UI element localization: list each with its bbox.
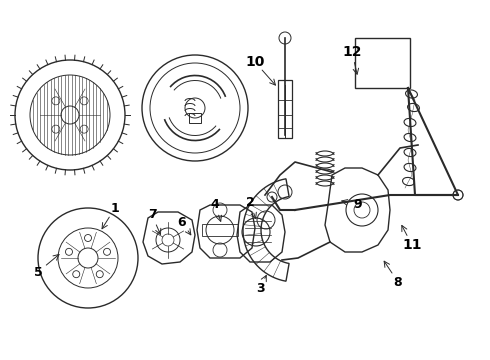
Text: 6: 6: [178, 216, 186, 229]
Text: 3: 3: [256, 282, 264, 294]
Text: 1: 1: [111, 202, 120, 215]
Text: 7: 7: [147, 208, 156, 221]
Text: 9: 9: [354, 198, 362, 211]
Text: 11: 11: [402, 238, 422, 252]
Text: 10: 10: [245, 55, 265, 69]
Text: 4: 4: [211, 198, 220, 211]
Text: 8: 8: [393, 275, 402, 288]
Bar: [355, 38, 410, 88]
Bar: [278, 80, 292, 138]
Bar: [189, 113, 201, 123]
Text: 12: 12: [342, 45, 362, 59]
Text: 2: 2: [245, 197, 254, 210]
Text: 5: 5: [34, 266, 42, 279]
Bar: [202, 224, 238, 236]
